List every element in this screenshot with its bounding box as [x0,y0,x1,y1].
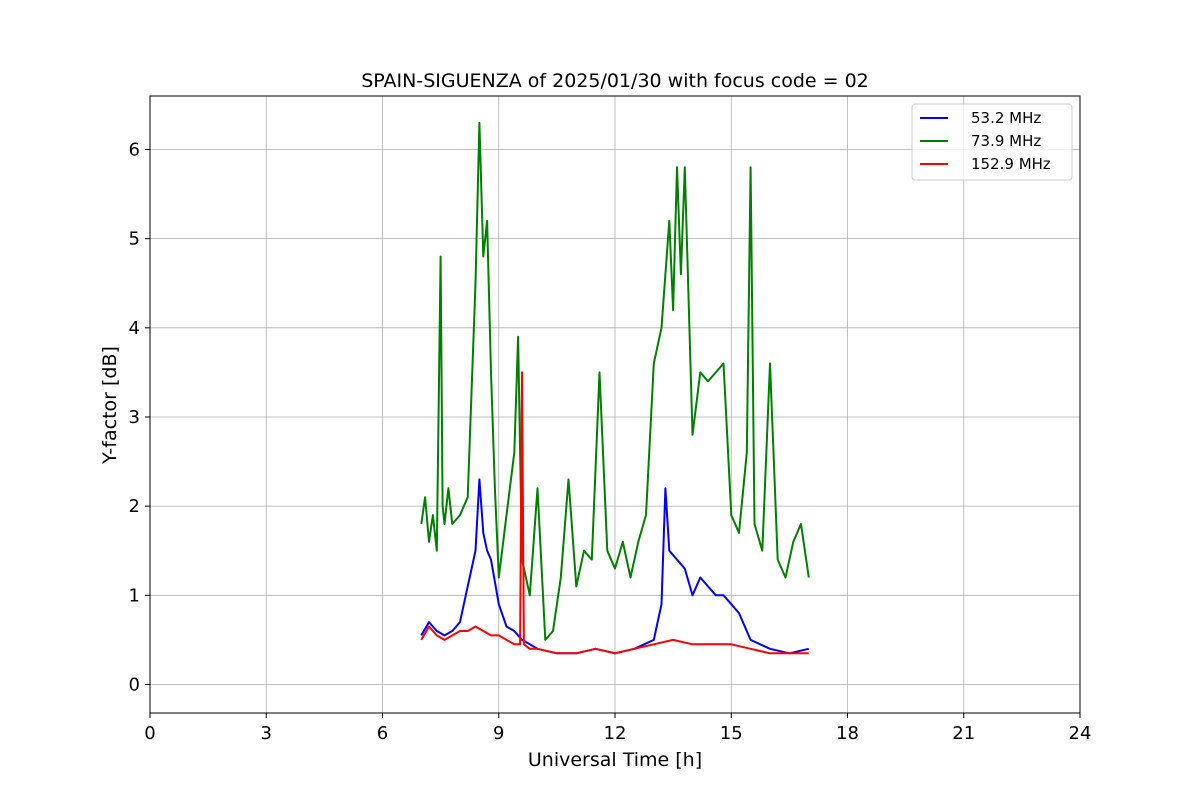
legend-label: 53.2 MHz [971,109,1041,127]
series-layer [420,121,810,655]
y-tick-label: 5 [129,229,140,250]
x-tick-label: 0 [144,723,155,744]
series-line-3 [420,371,809,655]
legend-label: 73.9 MHz [971,132,1041,150]
legend-label: 152.9 MHz [971,155,1051,173]
x-tick-label: 6 [377,723,388,744]
x-axis-label: Universal Time [h] [528,749,702,771]
chart-title: SPAIN-SIGUENZA of 2025/01/30 with focus … [361,70,869,92]
y-tick-label: 1 [129,585,140,606]
x-tick-label: 3 [261,723,272,744]
y-tick-label: 3 [129,407,140,428]
y-tick-label: 0 [129,674,140,695]
y-axis-label: Y-factor [dB] [99,346,121,465]
grid [150,96,1080,713]
y-axis: 0 1 2 3 4 5 6 [129,139,150,695]
x-tick-label: 12 [604,723,627,744]
series-line-2 [420,121,810,641]
x-tick-label: 18 [836,723,859,744]
y-tick-label: 6 [129,139,140,160]
y-tick-label: 4 [129,318,140,339]
x-tick-label: 24 [1069,723,1092,744]
y-tick-label: 2 [129,496,140,517]
x-tick-label: 15 [720,723,743,744]
legend: 53.2 MHz 73.9 MHz 152.9 MHz [911,103,1073,181]
x-tick-label: 9 [493,723,504,744]
x-axis: 0 3 6 9 12 15 18 21 24 [144,713,1091,744]
legend-box [911,103,1073,181]
x-tick-label: 21 [952,723,975,744]
